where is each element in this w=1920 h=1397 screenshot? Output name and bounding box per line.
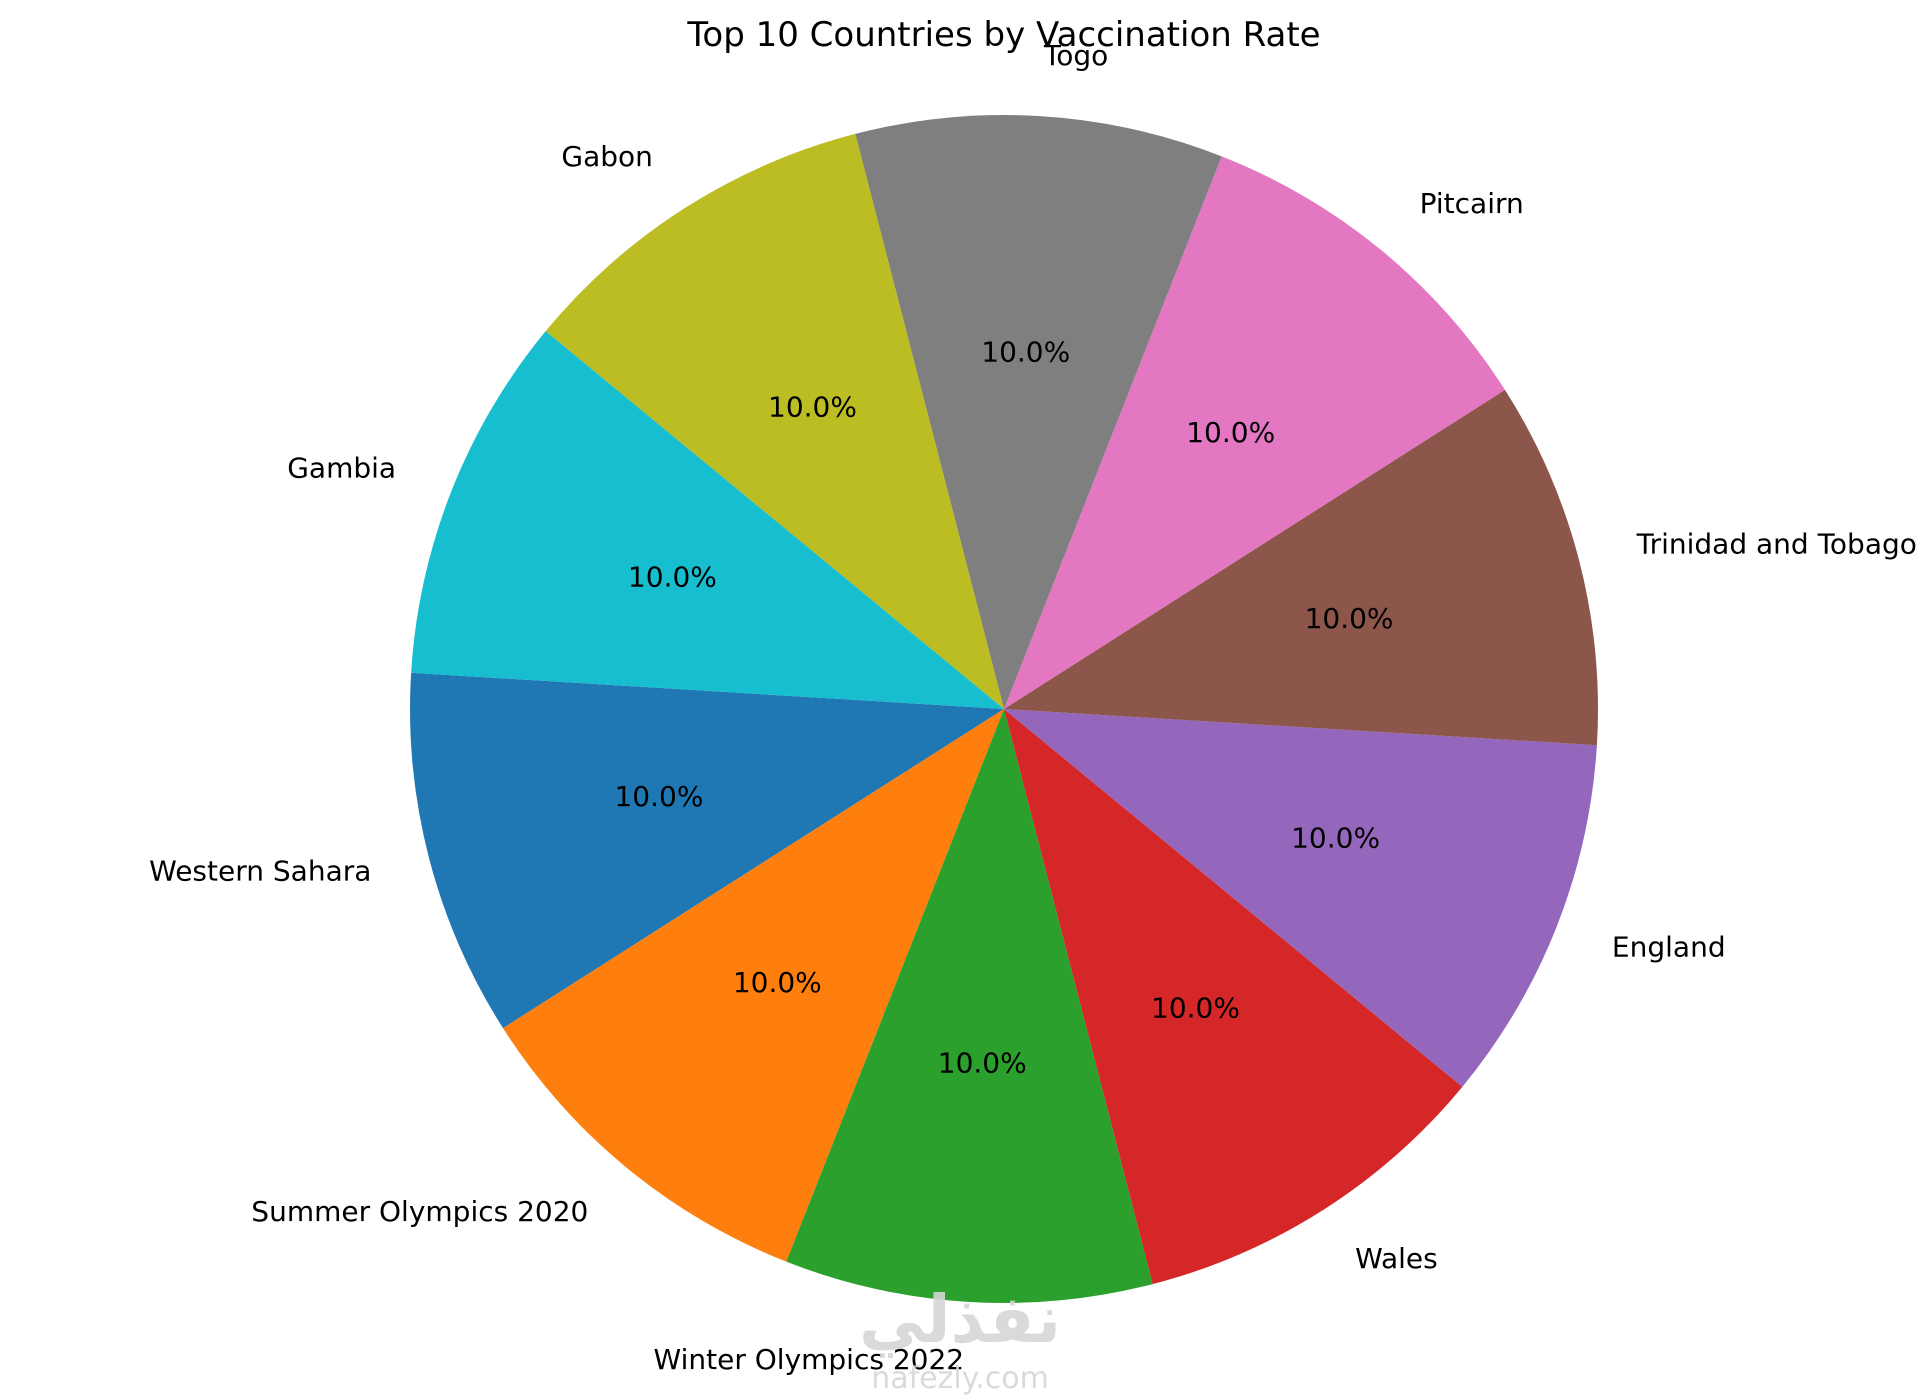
- pct-label-trinidad-and-tobago: 10.0%: [1305, 602, 1394, 635]
- slice-label-gambia: Gambia: [287, 452, 396, 485]
- percentage-labels: 10.0% 10.0% 10.0% 10.0% 10.0% 10.0% 10.0% 10.0%…: [614, 335, 1393, 1079]
- pie-slice-gambia: [411, 331, 1005, 709]
- slice-label-togo: Togo: [1043, 39, 1108, 72]
- pie-slice-england: [1004, 709, 1597, 1087]
- pie-slices: [410, 114, 1598, 1303]
- pie-slice-gabon: [545, 133, 1004, 710]
- pct-label-winter-olympics-2022: 10.0%: [938, 1047, 1027, 1080]
- pct-label-togo: 10.0%: [981, 335, 1070, 368]
- slice-label-england: England: [1612, 930, 1726, 963]
- pct-label-gabon: 10.0%: [768, 390, 857, 423]
- watermark-latin: nafezly.com: [871, 1361, 1049, 1396]
- watermark-logo: نفذلي nafezly.com: [859, 1281, 1061, 1396]
- slice-label-pitcairn: Pitcairn: [1420, 187, 1524, 220]
- pct-label-gambia: 10.0%: [628, 560, 717, 593]
- slice-label-western-sahara: Western Sahara: [149, 855, 371, 888]
- pct-label-summer-olympics-2020: 10.0%: [733, 966, 822, 999]
- slice-label-gabon: Gabon: [561, 140, 653, 173]
- slice-labels: Western Sahara Summer Olympics 2020 Winter…: [149, 39, 1917, 1376]
- pie-slice-winter-olympics-2022: [786, 709, 1153, 1303]
- pie-slice-togo: [855, 114, 1222, 709]
- pct-label-wales: 10.0%: [1151, 992, 1240, 1025]
- pct-label-england: 10.0%: [1291, 822, 1380, 855]
- pie-slice-western-sahara: [410, 672, 1004, 1029]
- pct-label-pitcairn: 10.0%: [1186, 416, 1275, 449]
- chart-title: Top 10 Countries by Vaccination Rate: [686, 15, 1320, 55]
- watermark-arabic: نفذلي: [859, 1281, 1061, 1358]
- pie-slice-trinidad-and-tobago: [1004, 389, 1598, 746]
- slice-label-wales: Wales: [1355, 1242, 1438, 1275]
- pie-slice-pitcairn: [1004, 156, 1505, 709]
- pie-slice-wales: [1004, 709, 1463, 1285]
- pie-slice-summer-olympics-2020: [503, 709, 1004, 1262]
- slice-label-summer-olympics-2020: Summer Olympics 2020: [251, 1195, 588, 1228]
- slice-label-trinidad-and-tobago: Trinidad and Tobago: [1636, 527, 1917, 560]
- pct-label-western-sahara: 10.0%: [614, 780, 703, 813]
- slice-label-winter-olympics-2022: Winter Olympics 2022: [654, 1343, 965, 1376]
